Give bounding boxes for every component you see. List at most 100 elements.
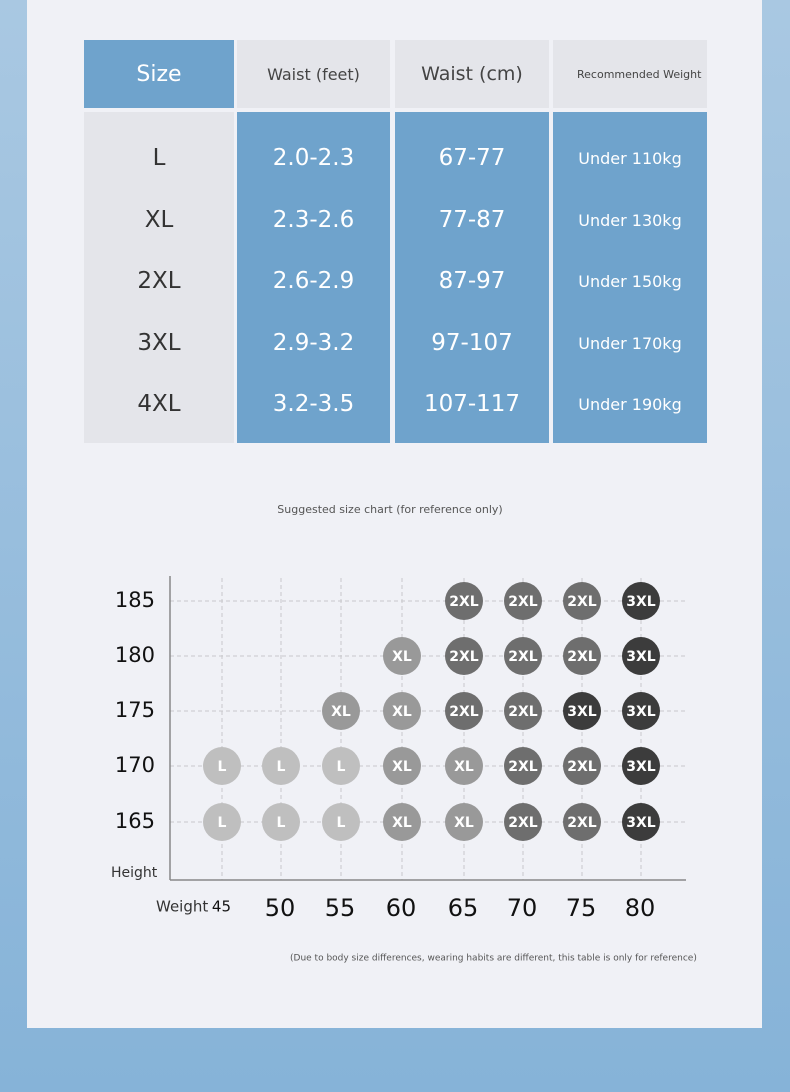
size-bubble <box>504 692 542 730</box>
size-bubble <box>383 803 421 841</box>
size-label: 3XL <box>626 704 656 720</box>
size-label: XL <box>392 649 412 665</box>
column-bg <box>84 112 234 443</box>
size-bubble <box>322 803 360 841</box>
size-bubble <box>322 747 360 785</box>
x-tick-label: 75 <box>566 894 597 922</box>
size-label: XL <box>392 759 412 775</box>
y-tick-label: 170 <box>115 753 155 777</box>
size-bubble <box>203 803 241 841</box>
size-bubble <box>262 747 300 785</box>
size-bubble <box>622 803 660 841</box>
size-label: 3XL <box>626 815 656 831</box>
size-label: 2XL <box>449 594 479 610</box>
table-cell: L <box>152 145 166 171</box>
size-label: XL <box>331 704 351 720</box>
x-tick-label: 65 <box>448 894 479 922</box>
size-label: 2XL <box>449 649 479 665</box>
size-label: 2XL <box>449 704 479 720</box>
size-bubble <box>504 637 542 675</box>
header-cell: Waist (feet) <box>237 40 390 108</box>
size-bubble <box>622 637 660 675</box>
column-bg <box>553 112 707 443</box>
table-cell: 107-117 <box>423 391 521 417</box>
header-cell: Waist (cm) <box>395 40 549 108</box>
size-bubble <box>383 692 421 730</box>
y-tick-label: 185 <box>115 588 155 612</box>
table-cell: XL <box>144 207 174 233</box>
table-cell: 2XL <box>137 268 181 294</box>
size-label: 3XL <box>626 759 656 775</box>
y-axis-label: Height <box>111 865 158 881</box>
table-cell: 97-107 <box>431 330 513 356</box>
table-cell: Under 150kg <box>578 271 682 291</box>
x-tick-label: 45 <box>212 898 231 916</box>
table-cell: 67-77 <box>438 145 506 171</box>
x-tick-label: 50 <box>265 894 296 922</box>
size-label: XL <box>392 815 412 831</box>
header-cell: Size <box>84 40 234 108</box>
size-bubble <box>622 692 660 730</box>
size-bubble <box>563 582 601 620</box>
size-label: L <box>337 759 346 775</box>
size-bubble <box>504 747 542 785</box>
table-cell: 2.0-2.3 <box>272 145 355 171</box>
table-cell: Under 190kg <box>578 394 682 414</box>
x-tick-label: 70 <box>507 894 538 922</box>
x-tick-label: 80 <box>625 894 656 922</box>
size-bubble <box>445 582 483 620</box>
size-bubble <box>563 692 601 730</box>
table-cell: Under 110kg <box>578 148 682 168</box>
size-bubble <box>383 747 421 785</box>
size-label: L <box>277 759 286 775</box>
size-bubble <box>622 582 660 620</box>
size-label: 2XL <box>508 649 538 665</box>
table-cell: 87-97 <box>438 268 506 294</box>
size-bubble <box>563 803 601 841</box>
table-cell: 2.9-3.2 <box>272 330 355 356</box>
size-bubble <box>203 747 241 785</box>
size-bubble <box>504 582 542 620</box>
size-label: 3XL <box>626 649 656 665</box>
size-label: 2XL <box>508 704 538 720</box>
y-tick-label: 180 <box>115 643 155 667</box>
size-label: 3XL <box>626 594 656 610</box>
table-cell: 3XL <box>137 330 181 356</box>
column-bg <box>395 112 549 443</box>
size-label: XL <box>454 759 474 775</box>
header-cell: Recommended Weight <box>553 40 707 108</box>
size-label: XL <box>392 704 412 720</box>
size-label: 3XL <box>567 704 597 720</box>
size-label: 2XL <box>567 815 597 831</box>
size-label: L <box>218 759 227 775</box>
size-label: 2XL <box>567 594 597 610</box>
table-cell: Under 130kg <box>578 210 682 230</box>
size-bubble <box>445 747 483 785</box>
table-cell: 2.6-2.9 <box>272 268 355 294</box>
x-tick-label: 60 <box>386 894 417 922</box>
size-bubble <box>622 747 660 785</box>
x-axis-label: Weight <box>156 898 208 916</box>
size-label: 2XL <box>508 594 538 610</box>
size-label: 2XL <box>508 815 538 831</box>
size-bubble <box>262 803 300 841</box>
size-label: 2XL <box>567 759 597 775</box>
size-bubble <box>504 803 542 841</box>
size-bubble <box>563 747 601 785</box>
size-label: L <box>337 815 346 831</box>
table-cell: 2.3-2.6 <box>272 207 355 233</box>
size-label: 2XL <box>567 649 597 665</box>
size-bubble <box>563 637 601 675</box>
footnote: (Due to body size differences, wearing h… <box>290 954 697 964</box>
size-label: XL <box>454 815 474 831</box>
size-bubble <box>322 692 360 730</box>
size-bubble <box>445 637 483 675</box>
table-cell: 77-87 <box>438 207 506 233</box>
x-tick-label: 55 <box>325 894 356 922</box>
size-bubble <box>445 803 483 841</box>
size-bubble <box>445 692 483 730</box>
column-bg <box>237 112 390 443</box>
caption: Suggested size chart (for reference only… <box>277 503 502 516</box>
